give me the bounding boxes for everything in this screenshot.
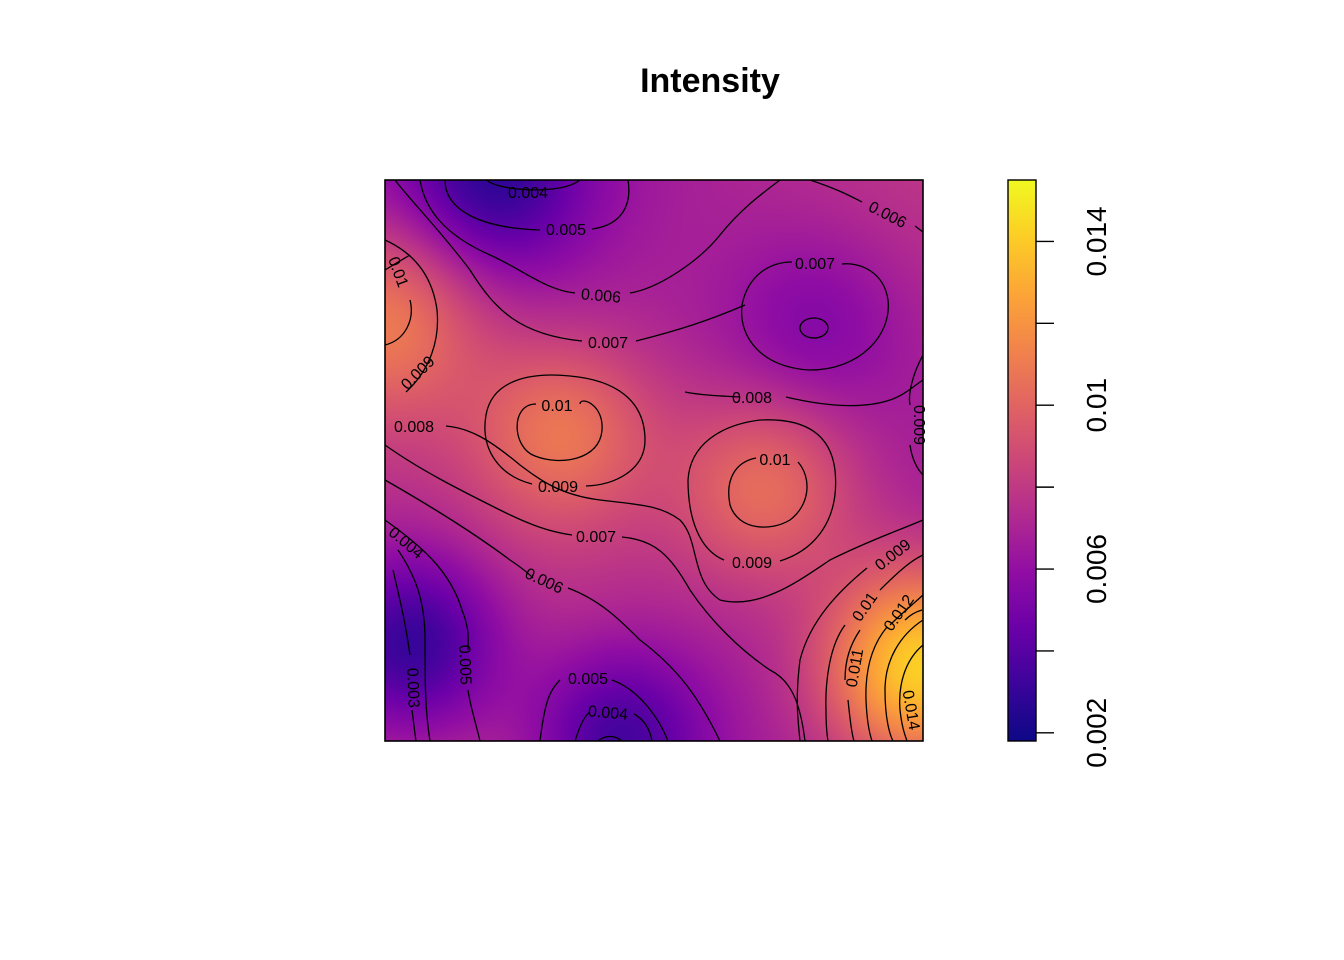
contour-line <box>884 619 924 742</box>
contour-line <box>384 239 439 393</box>
contour-line <box>687 419 837 562</box>
contour-label: 0.008 <box>394 419 434 436</box>
contour-lines <box>384 179 924 742</box>
chart-title: Intensity <box>640 62 780 100</box>
colorbar: 0.002 0.006 0.01 0.014 <box>1007 179 1112 768</box>
contour-label: 0.003 <box>403 668 421 709</box>
contour-line <box>825 554 924 742</box>
contour-label: 0.011 <box>844 647 868 688</box>
colorbar-tick-label: 0.01 <box>1081 378 1112 433</box>
contour-line <box>484 374 646 487</box>
contour-label: 0.005 <box>455 645 473 686</box>
contour-label: 0.01 <box>759 452 790 469</box>
colorbar-tick-label: 0.002 <box>1081 698 1112 768</box>
contour-line <box>728 457 808 528</box>
contour-label: 0.005 <box>568 671 608 688</box>
contour-label: 0.014 <box>899 689 923 731</box>
contour-line <box>597 735 623 742</box>
contour-line <box>516 400 603 462</box>
colorbar-gradient <box>1007 179 1037 742</box>
contour-label: 0.006 <box>580 286 621 306</box>
contour-line <box>574 711 653 742</box>
contour-line <box>394 179 746 342</box>
colorbar-ticks: 0.002 0.006 0.01 0.014 <box>1036 206 1112 768</box>
colorbar-tick-label: 0.006 <box>1081 534 1112 604</box>
plot-frame <box>384 179 924 742</box>
contour-label: 0.009 <box>538 479 578 496</box>
contour-line <box>419 179 781 294</box>
contour-line <box>796 567 868 742</box>
contour-line <box>397 549 431 742</box>
contour-label: 0.007 <box>795 256 835 273</box>
contour-line <box>384 444 806 742</box>
contour-line <box>486 179 581 191</box>
contour-line <box>899 644 924 742</box>
contour-line <box>444 179 630 231</box>
contour-line <box>445 379 924 603</box>
contour-line <box>539 679 669 742</box>
contour-line <box>392 569 417 742</box>
contour-label: 0.005 <box>546 222 586 239</box>
contour-label: 0.01 <box>541 398 572 415</box>
contour-line <box>384 254 412 346</box>
contour-line <box>384 479 721 742</box>
contour-line <box>908 354 924 476</box>
contour-label: 0.008 <box>732 390 772 407</box>
contour-label: 0.004 <box>587 703 628 723</box>
contour-label: 0.009 <box>732 555 772 572</box>
colorbar-tick-label: 0.014 <box>1081 206 1112 276</box>
contour-line <box>799 317 829 339</box>
contour-line <box>844 609 923 742</box>
contour-line <box>865 594 924 742</box>
contour-label: 0.007 <box>588 335 628 352</box>
contour-line <box>741 261 889 371</box>
contour-label: 0.009 <box>910 405 927 445</box>
contour-label: 0.004 <box>508 185 548 202</box>
contour-label: 0.007 <box>576 529 616 546</box>
contour-line <box>384 519 481 742</box>
